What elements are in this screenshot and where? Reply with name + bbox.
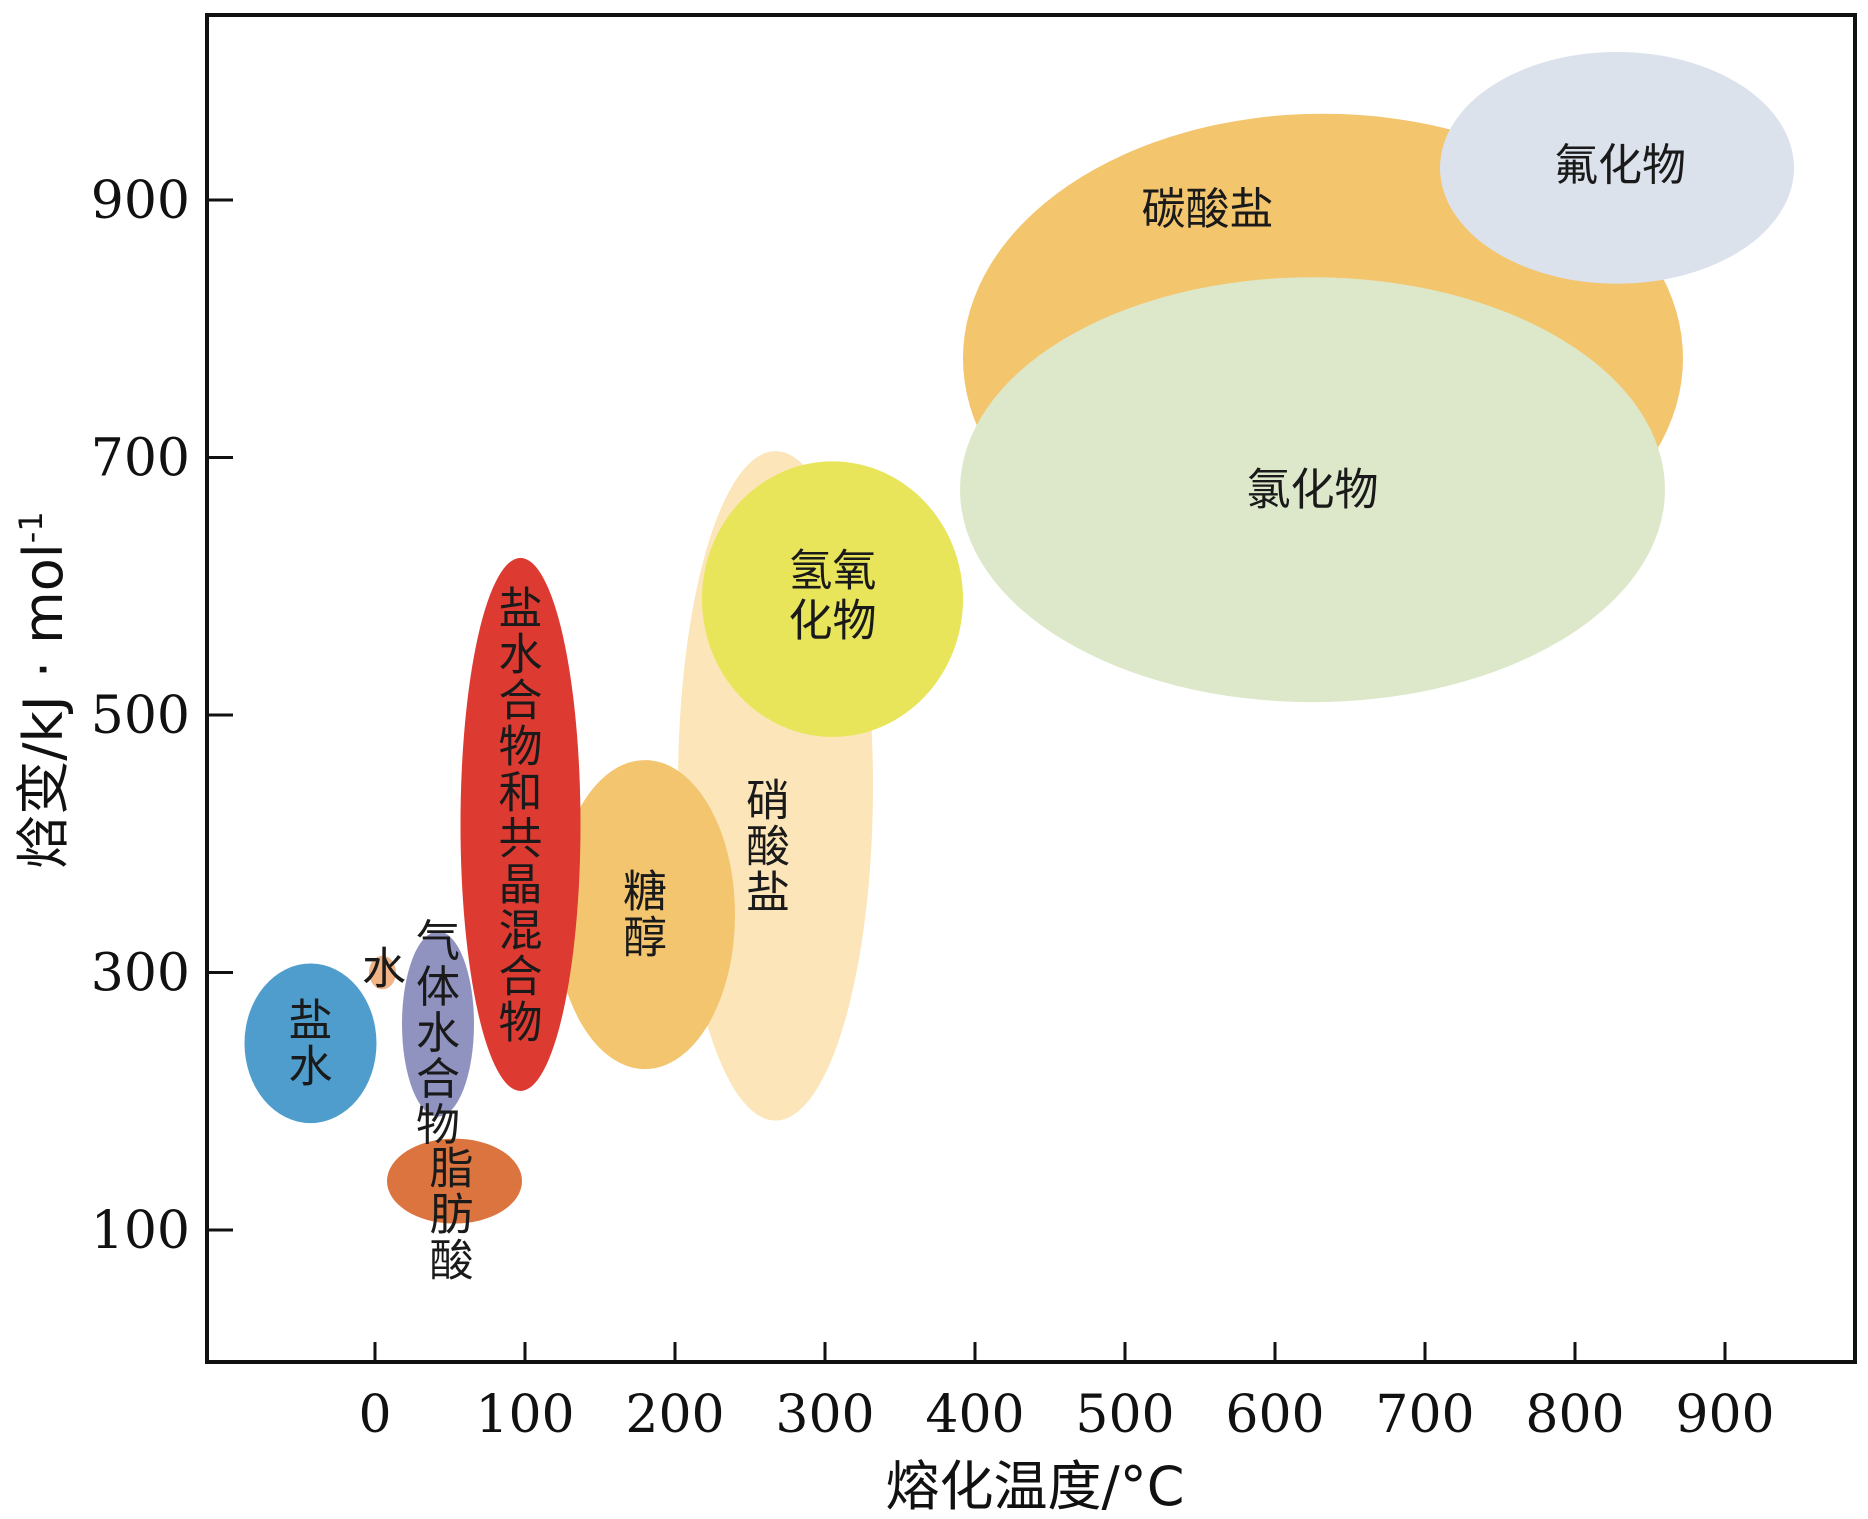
region-label-6-1: 水: [499, 629, 543, 680]
region-label-10-0: 脂: [430, 1144, 474, 1195]
x-tick-label-4: 400: [925, 1385, 1024, 1445]
region-label-2-0: 氯化物: [1247, 465, 1379, 516]
region-6: [460, 557, 581, 1091]
y-axis-title-main: 焓变/kJ · mol: [12, 543, 75, 869]
y-axis-title: 焓变/kJ · mol-1: [12, 511, 75, 868]
region-label-4-1: 化物: [789, 595, 877, 646]
x-tick-label-1: 100: [475, 1385, 574, 1445]
region-label-3-2: 盐: [746, 867, 790, 918]
region-label-7-0: 气: [416, 916, 460, 967]
y-tick-label-3: 700: [91, 429, 190, 489]
region-label-10-2: 酸: [430, 1236, 474, 1287]
region-label-9-0: 盐: [289, 995, 333, 1046]
region-label-7-4: 物: [416, 1100, 460, 1151]
plot-frame: [205, 13, 1857, 1364]
x-tick-label-0: 0: [358, 1385, 391, 1445]
region-2: [960, 277, 1665, 703]
region-label-10-1: 肪: [430, 1190, 474, 1241]
x-axis-ticks: 0 100 200 300 400 500 600 700 800 900: [358, 1342, 1775, 1445]
region-label-5-1: 醇: [623, 913, 667, 964]
region-label-6-8: 合: [499, 951, 543, 1002]
x-tick-label-3: 300: [775, 1385, 874, 1445]
region-1: [1440, 51, 1794, 284]
region-label-3-0: 硝: [746, 775, 790, 826]
region-label-6-0: 盐: [499, 583, 543, 634]
x-tick-label-6: 600: [1225, 1385, 1324, 1445]
y-tick-label-4: 900: [91, 171, 190, 231]
x-tick-label-8: 800: [1525, 1385, 1624, 1445]
region-label-7-3: 合: [416, 1054, 460, 1105]
region-label-3-1: 酸: [746, 821, 790, 872]
x-tick-label-7: 700: [1375, 1385, 1474, 1445]
region-label-4-0: 氢氧: [789, 545, 877, 596]
x-tick-label-2: 200: [625, 1385, 724, 1445]
region-label-1-0: 氟化物: [1554, 140, 1686, 191]
y-axis-title-superscript: -1: [12, 511, 50, 543]
region-4: [702, 461, 963, 737]
region-label-0-0: 碳酸盐: [1142, 184, 1274, 235]
region-label-6-6: 晶: [499, 859, 543, 910]
region-5: [555, 760, 735, 1070]
region-9: [244, 963, 377, 1124]
region-label-6-4: 和: [499, 767, 543, 818]
region-label-6-2: 合: [499, 675, 543, 726]
x-tick-label-9: 900: [1675, 1385, 1774, 1445]
region-label-6-5: 共: [499, 813, 543, 864]
y-tick-label-1: 300: [91, 944, 190, 1004]
region-10: [387, 1138, 522, 1224]
region-label-6-7: 混: [499, 905, 543, 956]
x-axis-title: 熔化温度/°C: [886, 1455, 1185, 1518]
region-label-5-0: 糖: [623, 867, 667, 918]
region-label-7-2: 水: [416, 1008, 460, 1059]
y-tick-label-0: 100: [91, 1201, 190, 1261]
region-label-7-1: 体: [416, 962, 460, 1013]
regions-layer: [244, 51, 1794, 1224]
region-label-9-1: 水: [289, 1041, 333, 1092]
region-label-6-3: 物: [499, 721, 543, 772]
region-8: [369, 955, 396, 990]
x-tick-label-5: 500: [1075, 1385, 1174, 1445]
y-tick-label-2: 500: [91, 686, 190, 746]
region-label-6-9: 物: [499, 997, 543, 1048]
y-axis-ticks: 100 300 500 700 900: [91, 171, 233, 1261]
region-label-8-0: 水: [362, 944, 406, 995]
region-7: [402, 931, 474, 1117]
